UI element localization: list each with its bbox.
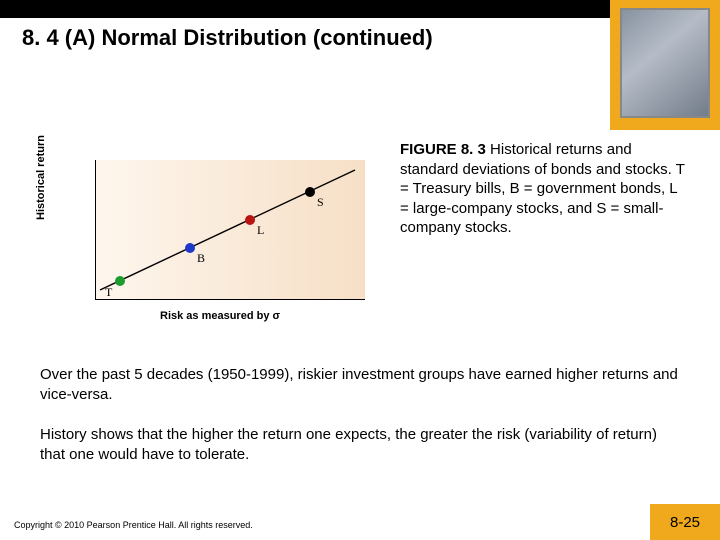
chart-point-label-s: S [317, 195, 324, 209]
chart-xlabel: Risk as measured by σ [160, 310, 280, 322]
body-paragraph-1: Over the past 5 decades (1950-1999), ris… [40, 365, 680, 404]
chart-container: Historical return Risk as measured by σ … [60, 150, 380, 330]
chart-point-label-b: B [197, 251, 205, 265]
chart-point-t [115, 276, 125, 286]
copyright-text: Copyright © 2010 Pearson Prentice Hall. … [14, 520, 253, 530]
chart-point-s [305, 187, 315, 197]
chart-points: T B L S [105, 187, 324, 299]
decorative-image [620, 8, 710, 118]
top-black-bar [0, 0, 610, 18]
chart-point-l [245, 215, 255, 225]
page-title: 8. 4 (A) Normal Distribution (continued) [22, 24, 582, 52]
chart-point-label-l: L [257, 223, 264, 237]
figure-label: FIGURE 8. 3 [400, 141, 486, 158]
chart-point-label-t: T [105, 285, 113, 299]
page-number: 8-25 [670, 514, 700, 531]
chart-ylabel: Historical return [35, 135, 47, 220]
figure-caption: FIGURE 8. 3 Historical returns and stand… [400, 140, 690, 238]
body-paragraph-2: History shows that the higher the return… [40, 425, 680, 464]
chart-point-b [185, 243, 195, 253]
chart-trend-line [100, 170, 355, 290]
chart-svg: T B L S [95, 160, 365, 300]
page-number-box: 8-25 [650, 504, 720, 540]
